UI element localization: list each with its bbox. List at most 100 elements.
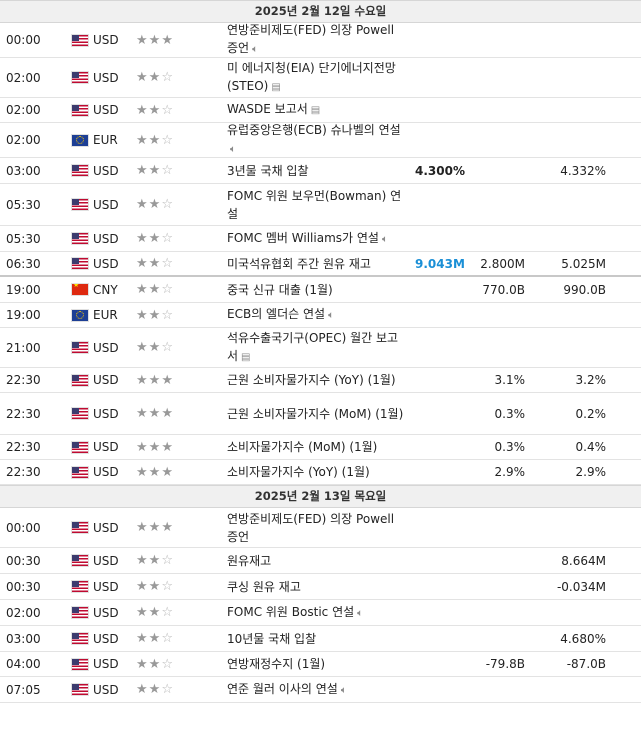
event-name[interactable]: 중국 신규 대출 (1월): [227, 277, 407, 302]
event-link[interactable]: FOMC 위원 보우먼(Bowman) 연설: [227, 188, 402, 221]
event-name[interactable]: 쿠싱 원유 재고: [227, 574, 407, 599]
event-row[interactable]: 07:05 USD ★ ★ ☆ 연준 월러 이사의 연설 🔈︎: [0, 677, 641, 703]
forecast-value: [465, 184, 525, 225]
event-link[interactable]: FOMC 위원 Bostic 연설: [227, 604, 355, 619]
event-name[interactable]: 석유수출국기구(OPEC) 월간 보고서 ▤: [227, 328, 407, 367]
event-link[interactable]: 중국 신규 대출 (1월): [227, 282, 333, 297]
event-name[interactable]: 소비자물가지수 (MoM) (1월): [227, 435, 407, 459]
previous-value: 0.2%: [575, 406, 607, 421]
event-link[interactable]: 쿠싱 원유 재고: [227, 579, 301, 594]
speaker-icon[interactable]: 🔈︎: [340, 684, 347, 696]
event-link[interactable]: 근원 소비자물가지수 (MoM) (1월): [227, 406, 404, 421]
event-row[interactable]: 21:00 USD ★ ★ ☆ 석유수출국기구(OPEC) 월간 보고서 ▤: [0, 328, 641, 368]
event-name[interactable]: 유럽중앙은행(ECB) 슈나벨의 연설 🔈︎: [227, 123, 407, 157]
event-name[interactable]: 연방준비제도(FED) 의장 Powell 증언: [227, 508, 407, 547]
event-time: 22:30: [6, 440, 41, 454]
event-name[interactable]: 근원 소비자물가지수 (YoY) (1월): [227, 368, 407, 392]
star-empty-icon: ☆: [161, 256, 174, 271]
event-name[interactable]: 연방준비제도(FED) 의장 Powell 증언 🔈︎: [227, 23, 407, 57]
event-row[interactable]: 02:00 USD ★ ★ ☆ 미 에너지청(EIA) 단기에너지전망(STEO) ▤: [0, 58, 641, 98]
event-link[interactable]: 연방재정수지 (1월): [227, 657, 326, 671]
event-row[interactable]: 00:30 USD ★ ★ ☆ 원유재고 8.664M: [0, 548, 641, 574]
event-link[interactable]: 소비자물가지수 (YoY) (1월): [227, 465, 370, 479]
event-name[interactable]: 미국석유협회 주간 원유 재고: [227, 252, 407, 275]
importance-stars: ★ ★ ★: [136, 393, 206, 434]
importance-stars: ★ ★ ☆: [136, 548, 206, 573]
day-header: 2025년 2월 13일 목요일: [0, 485, 641, 508]
event-row[interactable]: 19:00 EUR ★ ★ ☆ ECB의 엘더슨 연설 🔈︎: [0, 303, 641, 328]
flag-us-icon: [72, 633, 88, 644]
previous-value: 4.680%: [560, 631, 606, 646]
star-empty-icon: ☆: [161, 163, 174, 178]
flag-us-icon: [72, 104, 88, 116]
event-link[interactable]: 연방준비제도(FED) 의장 Powell 증언: [227, 511, 395, 544]
event-name[interactable]: 10년물 국채 입찰: [227, 626, 407, 651]
event-link[interactable]: 연방준비제도(FED) 의장 Powell 증언: [227, 23, 395, 55]
event-row[interactable]: 22:30 USD ★ ★ ★ 소비자물가지수 (YoY) (1월) 2.9% 2.9%: [0, 460, 641, 485]
speaker-icon[interactable]: 🔈︎: [230, 144, 236, 155]
event-row[interactable]: 05:30 USD ★ ★ ☆ FOMC 위원 보우먼(Bowman) 연설: [0, 184, 641, 226]
importance-stars: ★ ★ ☆: [136, 574, 206, 599]
event-link[interactable]: ECB의 엘더슨 연설: [227, 307, 326, 321]
event-name[interactable]: WASDE 보고서 ▤: [227, 98, 407, 122]
event-link[interactable]: FOMC 멤버 Williams가 연설: [227, 230, 379, 245]
event-name[interactable]: FOMC 멤버 Williams가 연설 🔈︎: [227, 226, 407, 251]
event-link[interactable]: 근원 소비자물가지수 (YoY) (1월): [227, 373, 396, 387]
previous-value: 0.4%: [575, 440, 607, 454]
event-row[interactable]: 03:00 USD ★ ★ ☆ 3년물 국채 입찰 4.300% 4.332%: [0, 158, 641, 184]
event-link[interactable]: 연준 월러 이사의 연설: [227, 681, 338, 696]
event-link[interactable]: 3년물 국채 입찰: [227, 163, 309, 178]
event-link[interactable]: WASDE 보고서: [227, 102, 308, 116]
event-row[interactable]: 00:00 USD ★ ★ ★ 연방준비제도(FED) 의장 Powell 증언: [0, 508, 641, 548]
event-row[interactable]: 02:00 USD ★ ★ ☆ WASDE 보고서 ▤: [0, 98, 641, 123]
event-name[interactable]: FOMC 위원 보우먼(Bowman) 연설: [227, 184, 407, 225]
event-name[interactable]: 미 에너지청(EIA) 단기에너지전망(STEO) ▤: [227, 58, 407, 97]
forecast-value: [465, 508, 525, 547]
event-row[interactable]: 05:30 USD ★ ★ ☆ FOMC 멤버 Williams가 연설 🔈︎: [0, 226, 641, 252]
event-link[interactable]: 미국석유협회 주간 원유 재고: [227, 256, 371, 271]
event-row[interactable]: 22:30 USD ★ ★ ★ 소비자물가지수 (MoM) (1월) 0.3% 0.4%: [0, 435, 641, 460]
event-link[interactable]: 10년물 국채 입찰: [227, 631, 317, 646]
currency-code: USD: [93, 553, 119, 568]
event-time: 22:30: [6, 406, 41, 421]
report-icon[interactable]: ▤: [271, 81, 281, 93]
event-name[interactable]: 근원 소비자물가지수 (MoM) (1월): [227, 393, 407, 434]
event-link[interactable]: 원유재고: [227, 553, 272, 568]
event-link[interactable]: 소비자물가지수 (MoM) (1월): [227, 440, 378, 454]
event-row[interactable]: 02:00 EUR ★ ★ ☆ 유럽중앙은행(ECB) 슈나벨의 연설🔈︎: [0, 123, 641, 158]
event-name[interactable]: 원유재고: [227, 548, 407, 573]
event-row[interactable]: 02:00 USD ★ ★ ☆ FOMC 위원 Bostic 연설 🔈︎: [0, 600, 641, 626]
flag-us-icon: [72, 522, 88, 533]
speaker-icon[interactable]: 🔈︎: [357, 607, 364, 619]
star-filled-icon: ★: [148, 439, 162, 455]
currency: USD: [72, 626, 132, 651]
event-name[interactable]: 연준 월러 이사의 연설 🔈︎: [227, 677, 407, 702]
event-row[interactable]: 00:30 USD ★ ★ ☆ 쿠싱 원유 재고 -0.034M: [0, 574, 641, 600]
event-name[interactable]: FOMC 위원 Bostic 연설 🔈︎: [227, 600, 407, 625]
event-name[interactable]: 소비자물가지수 (YoY) (1월): [227, 460, 407, 484]
event-row[interactable]: 22:30 USD ★ ★ ★ 근원 소비자물가지수 (MoM) (1월) 0.3% 0.2%: [0, 393, 641, 435]
event-row[interactable]: 03:00 USD ★ ★ ☆ 10년물 국채 입찰 4.680%: [0, 626, 641, 652]
star-filled-icon: ★: [136, 132, 149, 148]
star-filled-icon: ★: [136, 579, 149, 594]
event-link[interactable]: 유럽중앙은행(ECB) 슈나벨의 연설: [227, 123, 401, 137]
report-icon[interactable]: ▤: [310, 105, 321, 116]
star-empty-icon: ☆: [161, 682, 174, 697]
event-row[interactable]: 22:30 USD ★ ★ ★ 근원 소비자물가지수 (YoY) (1월) 3.1% 3.2%: [0, 368, 641, 393]
event-name[interactable]: ECB의 엘더슨 연설 🔈︎: [227, 303, 407, 327]
speaker-icon[interactable]: 🔈︎: [252, 44, 259, 55]
previous-value: -87.0B: [566, 657, 606, 671]
event-name[interactable]: 연방재정수지 (1월): [227, 652, 407, 676]
event-name[interactable]: 3년물 국채 입찰: [227, 158, 407, 183]
star-filled-icon: ★: [136, 197, 149, 212]
report-icon[interactable]: ▤: [241, 351, 251, 363]
event-row[interactable]: 04:00 USD ★ ★ ☆ 연방재정수지 (1월) -79.8B -87.0B: [0, 652, 641, 677]
star-filled-icon: ★: [148, 372, 162, 388]
event-link[interactable]: 미 에너지청(EIA) 단기에너지전망(STEO): [227, 60, 396, 93]
speaker-icon[interactable]: 🔈︎: [328, 310, 335, 321]
event-row[interactable]: 00:00 USD ★ ★ ★ 연방준비제도(FED) 의장 Powell 증언 🔈︎: [0, 23, 641, 58]
event-link[interactable]: 석유수출국기구(OPEC) 월간 보고서: [227, 330, 399, 363]
event-row[interactable]: 06:30 USD ★ ★ ☆ 미국석유협회 주간 원유 재고 9.043M 2.800M 5.…: [0, 252, 641, 277]
speaker-icon[interactable]: 🔈︎: [381, 233, 388, 245]
